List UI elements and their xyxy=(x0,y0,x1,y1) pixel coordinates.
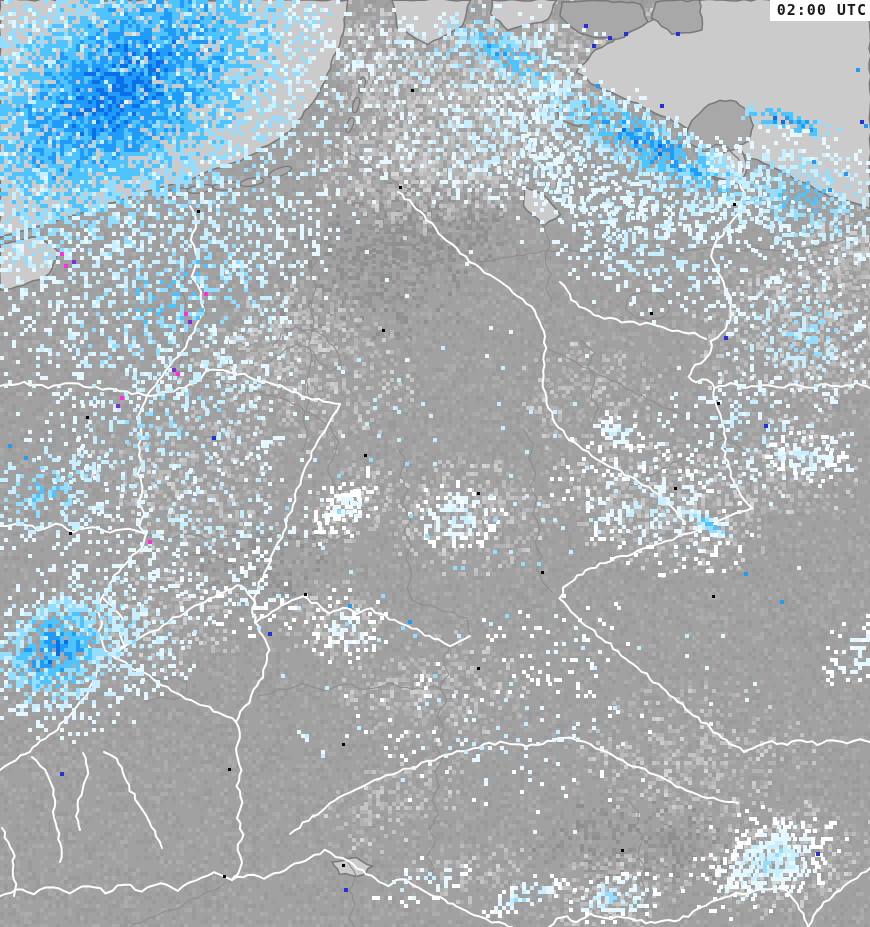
timestamp-label: 02:00 UTC xyxy=(769,0,870,21)
